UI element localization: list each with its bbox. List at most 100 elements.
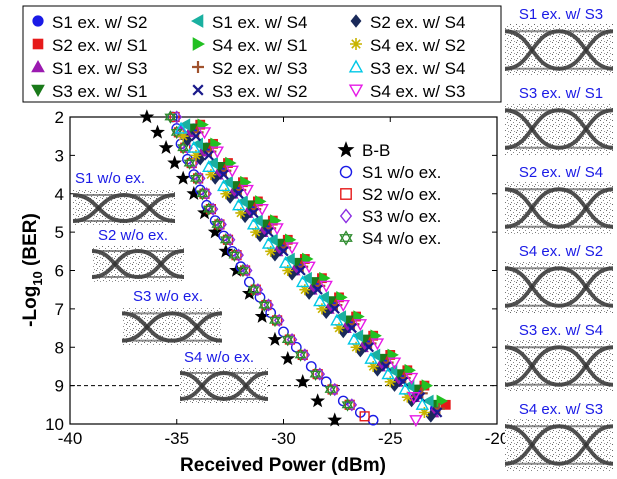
point-s3-ex-w-s4: [278, 255, 293, 268]
point-s4-ex-w-s2: [250, 226, 262, 238]
x-axis-title: Received Power (dBm): [180, 455, 386, 476]
point-s2-ex-w-s3: [433, 403, 445, 415]
point-s3-w-o-ex: [241, 263, 253, 278]
point-s4-ex-w-s2: [350, 341, 362, 353]
point-s4-ex-w-s2: [177, 130, 189, 142]
y-tick-label: 3: [55, 146, 64, 165]
legend-label: S3 ex. w/ S4: [370, 59, 465, 78]
point-s4-ex-w-s2: [190, 149, 202, 161]
legend-entry-s1-ex-w-s4: S1 ex. w/ S4: [190, 13, 307, 32]
point-s4-ex-w-s3: [240, 184, 254, 197]
point-s3-w-o-ex: [182, 141, 193, 155]
legend-entry-s2-ex-w-s3: S2 ex. w/ S3: [192, 59, 307, 78]
point-s4-w-o-ex: [196, 186, 209, 201]
point-s4-ex-w-s3: [255, 203, 269, 217]
series-s3-w-o-ex: [171, 110, 358, 412]
legend-label: S1 ex. w/ S2: [52, 13, 147, 32]
point-s2-w-o-ex: [327, 384, 338, 395]
inner-legend-marker-s3-w-o-ex: [339, 208, 353, 224]
point-s4-w-o-ex: [247, 282, 260, 297]
eye-label: S3 ex. w/ S1: [519, 85, 603, 102]
point-s4-ex-w-s3: [387, 357, 402, 370]
point-s3-ex-w-s4: [246, 217, 261, 230]
x-tick-label: -20: [485, 429, 510, 448]
legend-marker-s4-ex-w-s2: [350, 38, 362, 50]
point-s1-ex-w-s4: [283, 252, 295, 266]
point-s3-w-o-ex: [188, 156, 200, 170]
point-s3-ex-w-s2: [248, 207, 259, 219]
point-s3-w-o-ex: [233, 248, 244, 262]
x-tick-label: -35: [164, 429, 189, 448]
point-b-b: [150, 124, 165, 139]
point-s4-ex-w-s3: [285, 242, 299, 255]
point-s3-w-o-ex: [216, 217, 227, 232]
point-s4-w-o-ex: [164, 110, 177, 124]
series-s4-w-o-ex: [164, 110, 354, 412]
point-s3-ex-w-s4: [415, 397, 429, 410]
y-tick-label: 10: [45, 415, 64, 434]
point-s1-ex-w-s4: [422, 394, 434, 408]
inner-legend-marker-s1-w-o-ex: [339, 165, 353, 179]
legend-marker-s2-ex-w-s1: [32, 38, 44, 50]
point-s4-ex-w-s2: [265, 245, 277, 257]
eye-inset-s1-ex-w-s3: S1 ex. w/ S3: [504, 6, 614, 76]
point-s2-w-o-ex: [359, 411, 370, 422]
point-s2-w-o-ex: [271, 315, 283, 326]
point-s2-w-o-ex: [169, 111, 180, 123]
legend-label: S4 ex. w/ S2: [370, 36, 465, 55]
legend-label: S2 ex. w/ S3: [212, 59, 307, 78]
point-s4-w-o-ex: [183, 156, 196, 170]
point-b-b: [280, 350, 296, 366]
y-tick-label: 5: [55, 223, 64, 242]
legend-label: S1 ex. w/ S4: [212, 13, 307, 32]
point-s1-ex-w-s4: [191, 137, 203, 151]
point-s2-w-o-ex: [239, 265, 251, 276]
point-s4-w-o-ex: [341, 398, 354, 412]
eye-inset-s2-w-o-ex: S2 w/o ex.: [91, 227, 185, 282]
point-s4-ex-w-s2: [367, 360, 379, 372]
y-tick-label: 9: [55, 377, 64, 396]
legend-label: S2 ex. w/ S1: [52, 36, 147, 55]
series-s3-ex-w-s4: [174, 121, 429, 410]
point-s3-ex-w-s4: [217, 179, 231, 192]
point-s3-ex-w-s2: [295, 265, 306, 276]
inner-legend-entry-s1-w-o-ex: S1 w/o ex.: [339, 163, 441, 182]
point-s4-ex-w-s3: [319, 280, 333, 293]
inner-legend-entry-s4-w-o-ex: S4 w/o ex.: [339, 229, 441, 248]
legend-label: S4 ex. w/ S1: [212, 36, 307, 55]
inner-legend-label: B-B: [362, 141, 390, 160]
point-s2-w-o-ex: [214, 219, 225, 230]
point-s3-ex-w-s2: [329, 303, 340, 315]
point-s2-w-o-ex: [205, 203, 217, 215]
legend-label: S3 ex. w/ S1: [52, 82, 147, 101]
point-s4-w-o-ex: [324, 382, 337, 397]
eye-label: S3 w/o ex.: [133, 288, 203, 305]
point-s4-ex-w-s3: [407, 392, 421, 405]
point-s3-ex-w-s2: [203, 150, 214, 161]
point-b-b: [267, 331, 283, 346]
point-s3-w-o-ex: [194, 171, 206, 186]
legend-entry-s4-ex-w-s2: S4 ex. w/ S2: [350, 36, 465, 55]
point-b-b: [207, 224, 223, 239]
point-s3-w-o-ex: [207, 202, 219, 216]
point-s4-w-o-ex: [258, 298, 271, 312]
point-s3-ex-w-s2: [263, 226, 274, 238]
point-s3-w-o-ex: [299, 348, 311, 362]
point-s2-w-o-ex: [250, 284, 261, 295]
point-s3-ex-w-s2: [312, 284, 323, 295]
legend-entry-s1-ex-w-s2: S1 ex. w/ S2: [32, 13, 147, 32]
point-s4-w-o-ex: [237, 263, 249, 278]
point-s3-ex-w-s2: [190, 131, 202, 142]
y-axis-title-sub: 10: [30, 271, 45, 285]
inner-legend-entry-s2-w-o-ex: S2 w/o ex.: [340, 185, 441, 204]
point-s4-ex-w-s3: [353, 319, 368, 332]
inner-legend-entry-b-b: B-B: [337, 141, 390, 160]
point-s4-ex-w-s2: [205, 169, 217, 181]
inner-legend-marker-s4-w-o-ex: [339, 230, 353, 246]
inner-legend-label: S4 w/o ex.: [362, 229, 441, 248]
y-axis-title: -Log10 (BER): [20, 213, 45, 327]
y-tick-label: 2: [55, 108, 64, 127]
eye-inset-s3-w-o-ex: S3 w/o ex.: [121, 288, 223, 346]
point-s2-ex-w-s4: [425, 410, 436, 423]
eye-label: S4 ex. w/ S2: [519, 243, 603, 260]
